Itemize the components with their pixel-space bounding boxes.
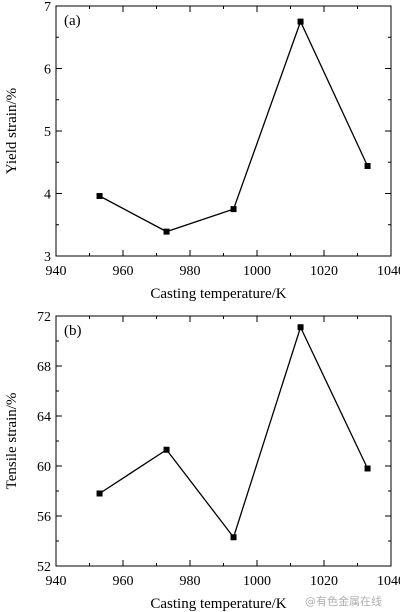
- data-point: [297, 324, 304, 331]
- x-tick-label: 980: [180, 264, 201, 279]
- data-point: [230, 534, 237, 541]
- x-tick-label: 960: [113, 264, 134, 279]
- x-tick-label: 1020: [310, 264, 338, 279]
- data-point: [364, 163, 371, 169]
- y-tick-label: 60: [37, 460, 51, 475]
- y-tick-label: 72: [37, 310, 51, 325]
- data-point: [297, 18, 304, 25]
- x-tick-label: 1020: [310, 574, 338, 589]
- plot-frame: [55, 315, 392, 567]
- y-axis-title: Yield strain/%: [4, 88, 20, 174]
- series-line: [99, 19, 369, 233]
- y-tick-label: 6: [44, 63, 51, 78]
- x-tick-label: 1040: [377, 264, 400, 279]
- x-tick-label: 940: [46, 264, 67, 279]
- x-axis-title: Casting temperature/K: [150, 596, 286, 612]
- series-line: [99, 325, 369, 539]
- x-tick-label: 1040: [377, 574, 400, 589]
- x-tick-label: 1000: [243, 264, 271, 279]
- chart-panel-a: 940 960 980 1000 1020 1040 3 4 5 6 7 Casting temper…: [4, 0, 400, 302]
- data-point: [163, 228, 170, 235]
- y-tick-label: 5: [44, 125, 51, 140]
- y-tick-label: 3: [44, 250, 51, 265]
- y-axis-title: Tensile strain/%: [4, 393, 20, 490]
- chart-panel-b: 940 960 980 1000 1020 1040 52 56 60 64 68 72 Casting…: [4, 310, 400, 612]
- x-tick-label: 980: [180, 574, 201, 589]
- y-tick-label: 52: [37, 560, 51, 575]
- y-tick-label: 7: [44, 0, 51, 15]
- data-point: [96, 490, 103, 497]
- data-point: [230, 206, 237, 213]
- y-tick-label: 56: [37, 510, 51, 525]
- panel-label: (b): [64, 323, 82, 339]
- y-tick-label: 4: [44, 188, 51, 203]
- data-point: [96, 193, 103, 199]
- data-point: [163, 446, 170, 453]
- panel-label: (a): [64, 13, 81, 29]
- y-tick-label: 68: [37, 360, 51, 375]
- x-axis-title: Casting temperature/K: [150, 286, 286, 302]
- x-tick-label: 1000: [243, 574, 271, 589]
- y-tick-label: 64: [37, 410, 51, 425]
- plot-frame: [55, 5, 392, 257]
- data-point: [364, 465, 371, 472]
- watermark-text: @有色金属在线: [305, 594, 382, 608]
- x-tick-label: 960: [113, 574, 134, 589]
- x-tick-label: 940: [46, 574, 67, 589]
